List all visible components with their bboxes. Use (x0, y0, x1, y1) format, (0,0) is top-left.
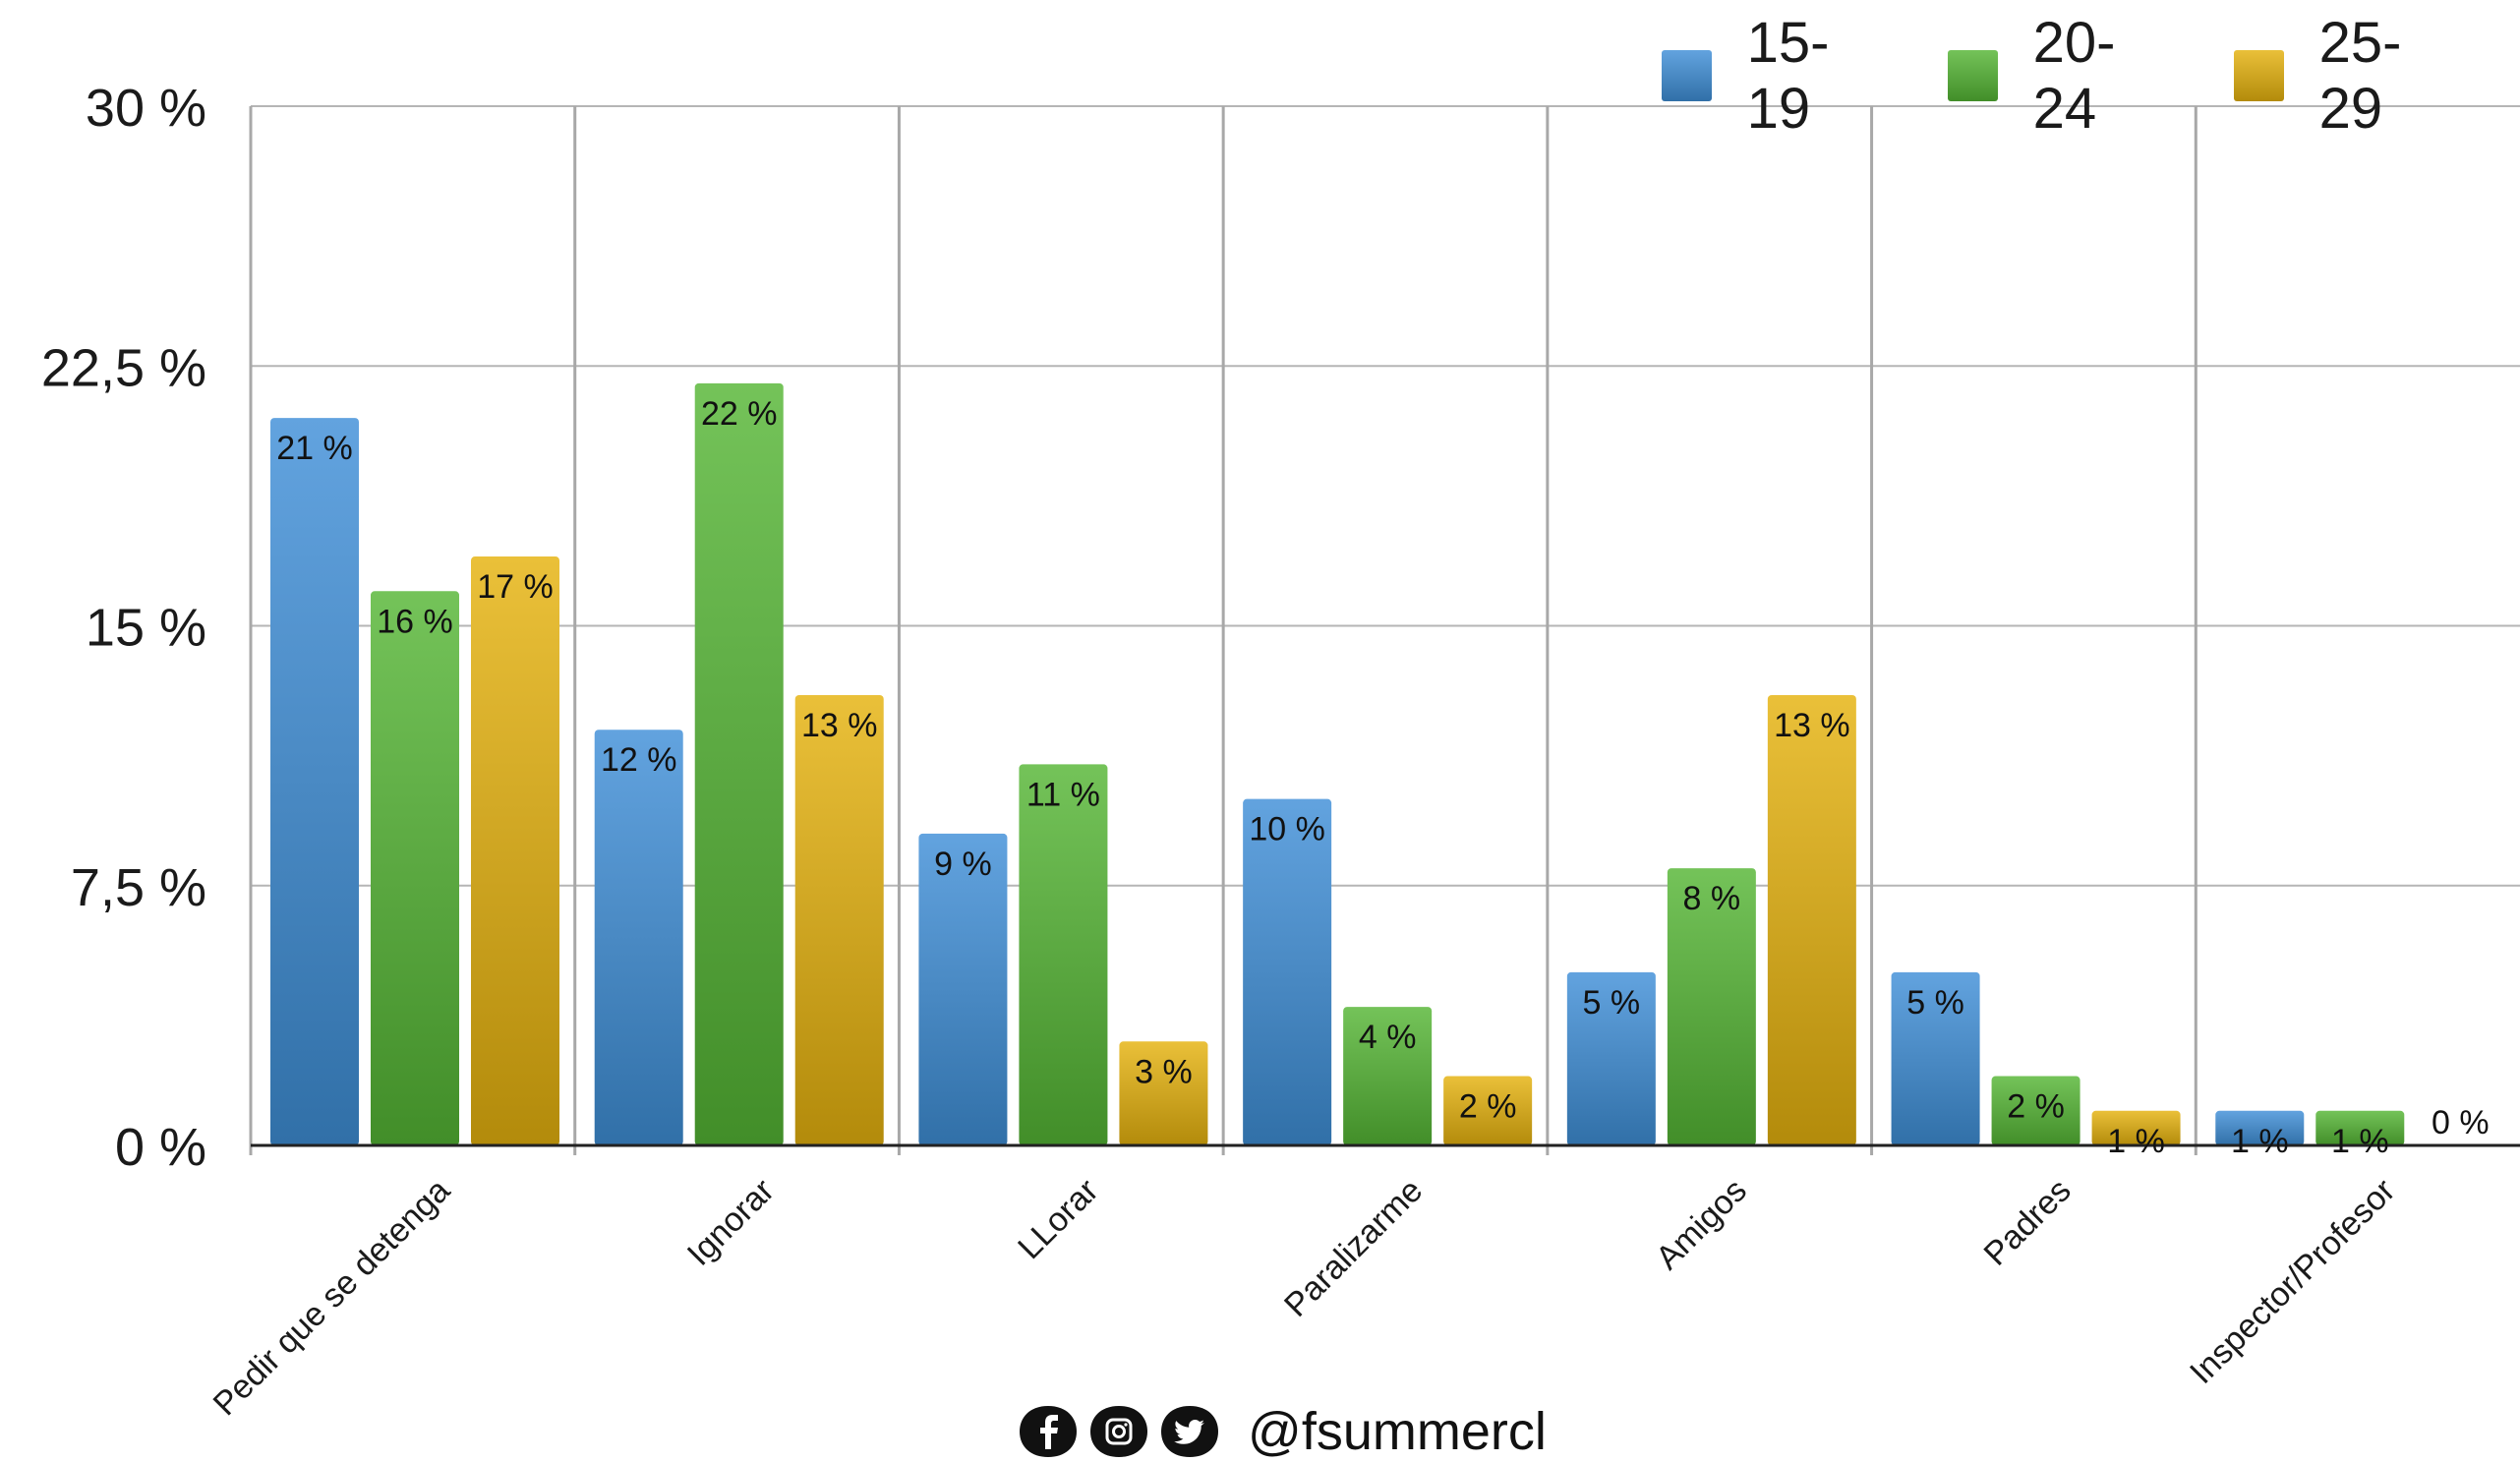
legend-item-series-1: 15-19 (1662, 10, 1889, 142)
x-category-label: Ignorar (680, 1172, 782, 1273)
legend: 15-19 20-24 25-29 (1662, 10, 2520, 142)
facebook-icon[interactable] (1018, 1404, 1079, 1459)
y-tick-label: 7,5 % (71, 858, 206, 917)
legend-label-series-2: 20-24 (2033, 10, 2175, 142)
bar-20-24 (1019, 764, 1107, 1145)
bar-15-19 (270, 418, 359, 1145)
y-tick-label: 30 % (86, 79, 206, 138)
bar-value-label: 0 % (2432, 1104, 2490, 1141)
legend-swatch-series-1 (1662, 50, 1712, 101)
bar-25-29 (471, 556, 559, 1145)
x-category-label: Amigos (1649, 1172, 1754, 1277)
bar-value-label: 1 % (2231, 1123, 2289, 1160)
bar-value-label: 5 % (1906, 984, 1964, 1022)
bar-20-24 (371, 591, 459, 1145)
bar-value-label: 4 % (1359, 1019, 1417, 1056)
legend-item-series-2: 20-24 (1948, 10, 2175, 142)
legend-label-series-1: 15-19 (1747, 10, 1889, 142)
bar-value-label: 13 % (1774, 707, 1850, 744)
grid-lines (251, 106, 2520, 1155)
legend-swatch-series-2 (1948, 50, 1998, 101)
bar-value-label: 13 % (801, 707, 878, 744)
x-category-label: Inspector/Profesor (2183, 1172, 2402, 1391)
x-category-label: Paralizarme (1277, 1172, 1430, 1324)
footer-handle: @fsummercl (1248, 1401, 1547, 1462)
bar-value-label: 2 % (1459, 1088, 1517, 1126)
bar-value-label: 22 % (701, 395, 778, 433)
x-category-label: Padres (1977, 1172, 2079, 1273)
twitter-icon[interactable] (1159, 1404, 1220, 1459)
bar-25-29 (795, 695, 884, 1145)
bar-value-label: 3 % (1135, 1053, 1193, 1090)
y-tick-label: 0 % (115, 1118, 206, 1177)
bars (270, 383, 2404, 1145)
legend-label-series-3: 25-29 (2319, 10, 2461, 142)
footer: @fsummercl (1018, 1401, 1547, 1462)
x-category-label: LLorar (1011, 1172, 1105, 1266)
x-category-label: Pedir que se detenga (206, 1172, 458, 1424)
y-tick-label: 22,5 % (41, 338, 206, 397)
instagram-icon[interactable] (1088, 1404, 1149, 1459)
bar-value-label: 11 % (1026, 776, 1100, 813)
bar-value-label: 12 % (601, 741, 677, 779)
bar-value-label: 16 % (377, 603, 453, 640)
bar-value-label: 21 % (276, 430, 353, 467)
bar-15-19 (1243, 799, 1331, 1145)
legend-swatch-series-3 (2234, 50, 2284, 101)
bar-value-label: 17 % (477, 568, 554, 606)
bar-value-label: 9 % (934, 846, 992, 883)
bar-value-label: 8 % (1683, 880, 1741, 917)
bar-value-label: 10 % (1249, 811, 1325, 848)
bar-value-label: 2 % (2007, 1088, 2065, 1126)
bar-20-24 (695, 383, 784, 1145)
bar-25-29 (1768, 695, 1856, 1145)
bar-15-19 (595, 730, 683, 1145)
bar-value-label: 5 % (1583, 984, 1641, 1022)
bar-value-label: 1 % (2331, 1123, 2389, 1160)
y-tick-label: 15 % (86, 599, 206, 658)
bar-value-label: 1 % (2107, 1123, 2165, 1160)
legend-item-series-3: 25-29 (2234, 10, 2461, 142)
